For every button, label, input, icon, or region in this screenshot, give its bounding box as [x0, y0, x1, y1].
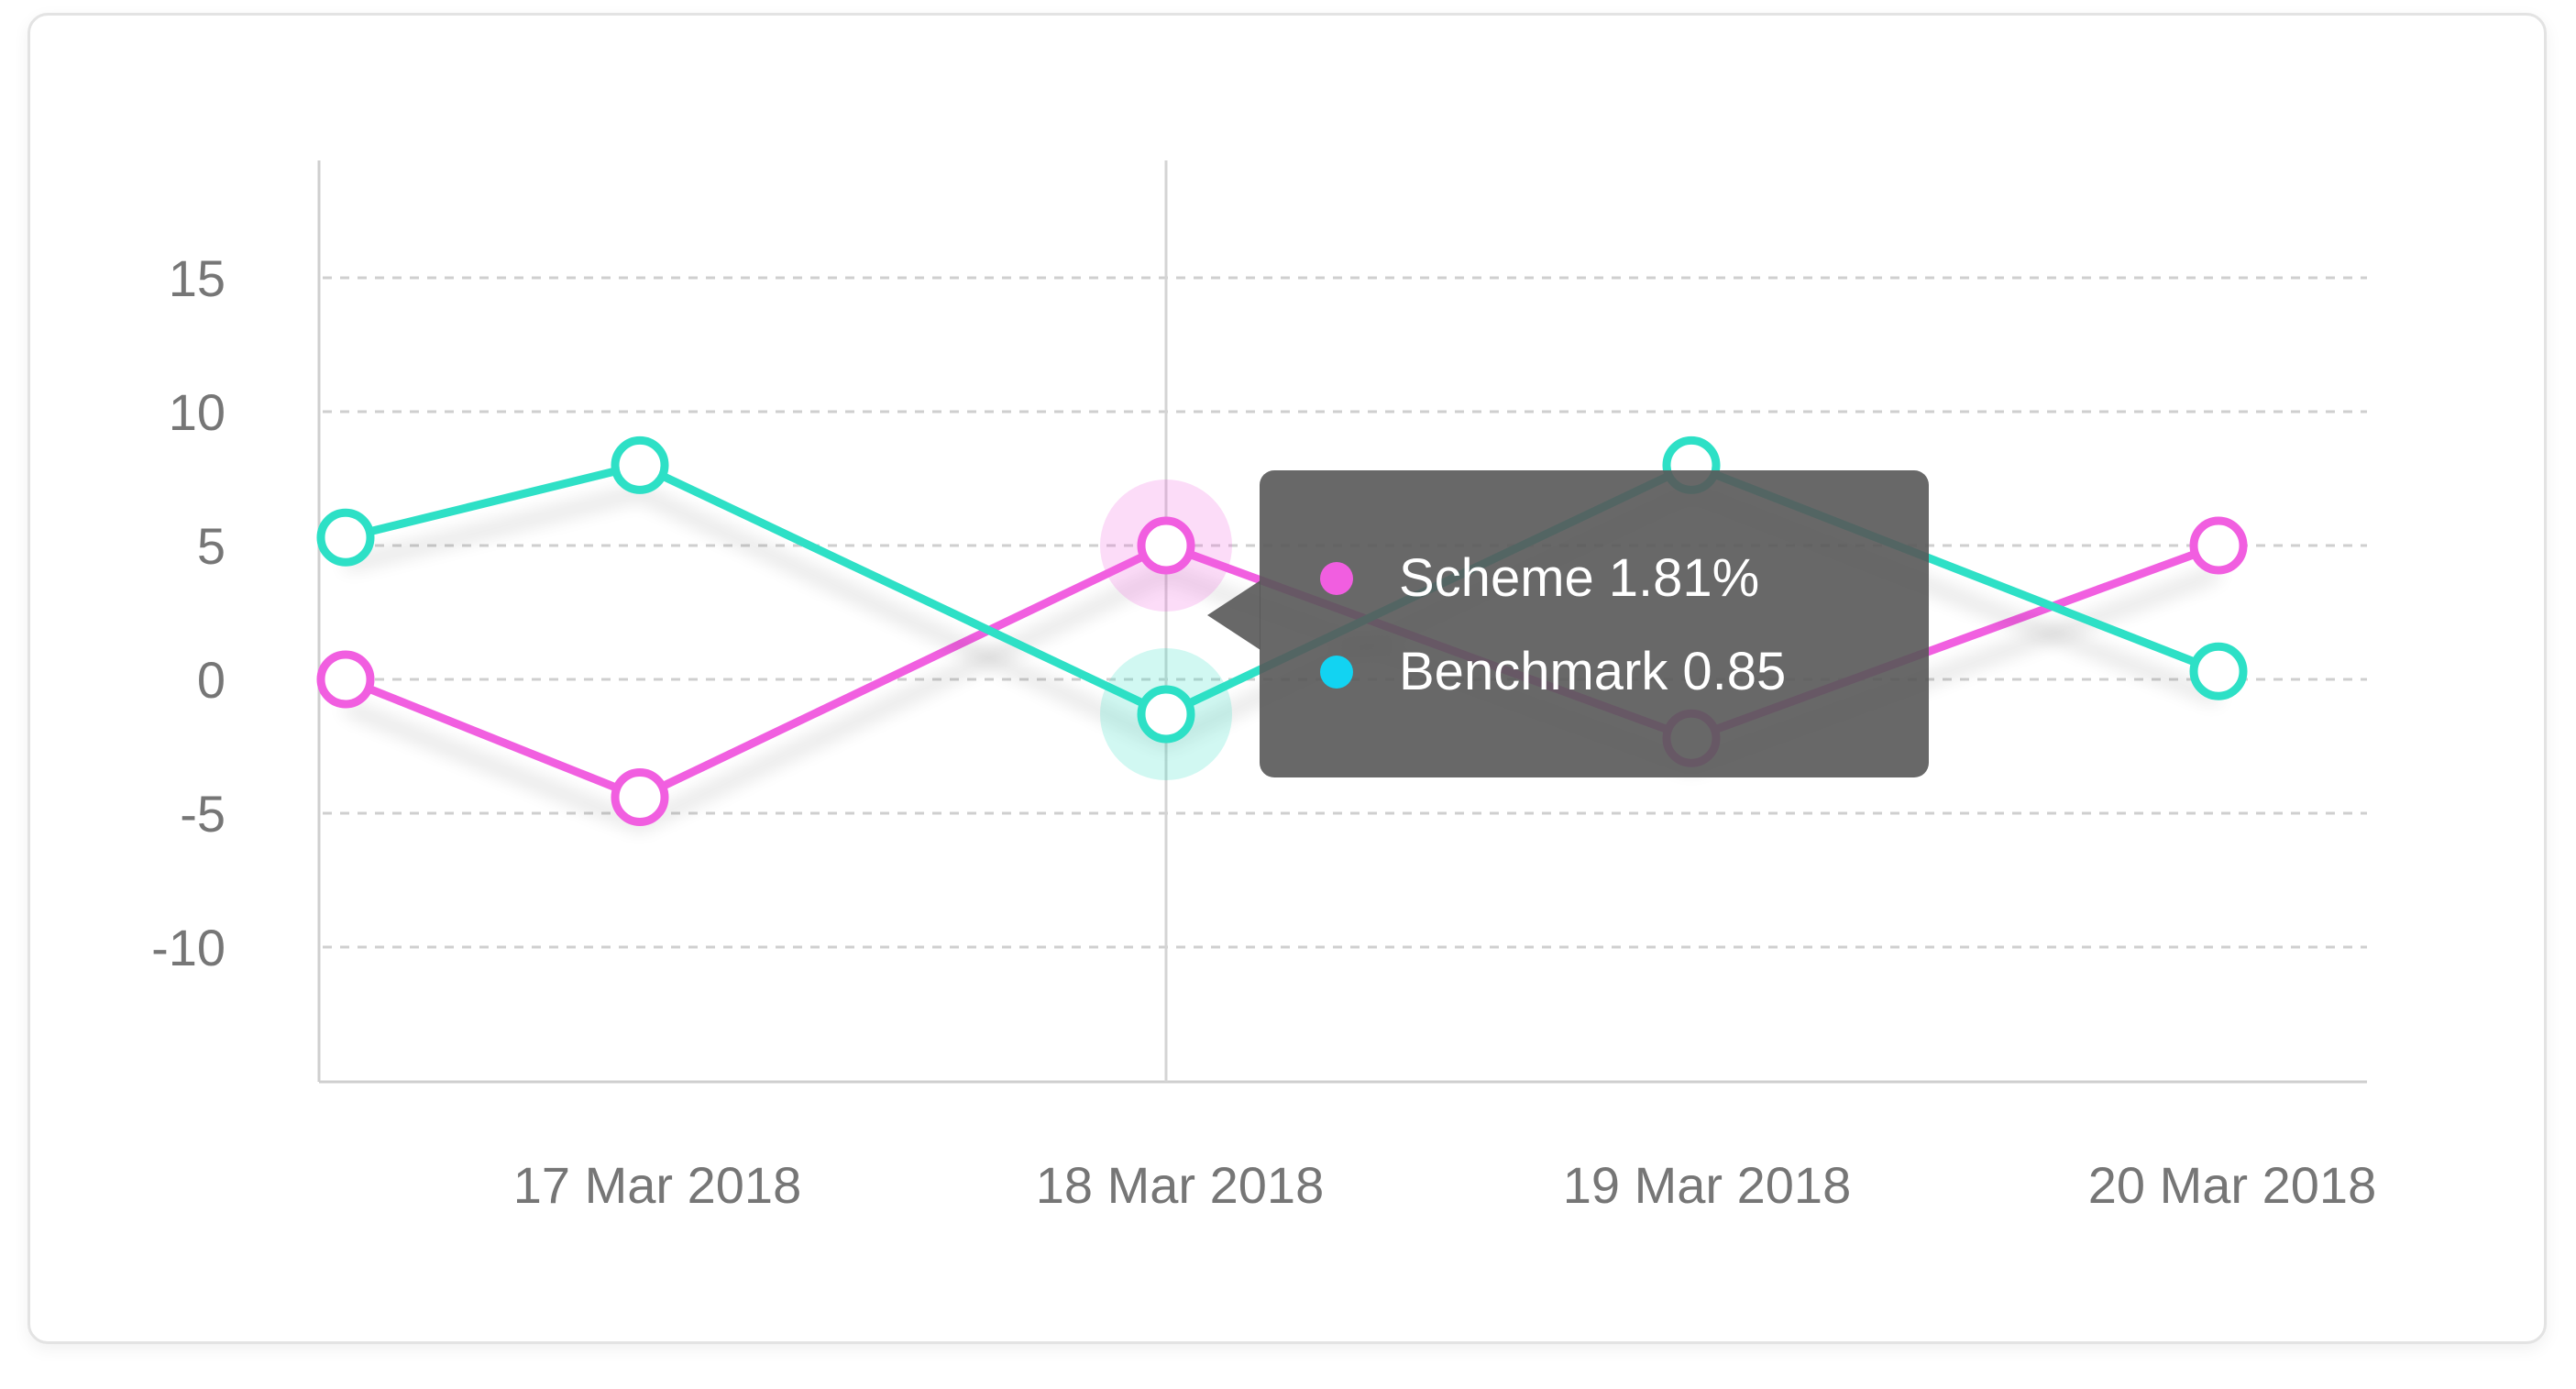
x-axis-ticks: 17 Mar 2018 18 Mar 2018 19 Mar 2018 20 Mar …	[513, 1156, 2376, 1214]
tooltip-scheme-value: 1.81%	[1608, 548, 1760, 608]
tooltip-row-scheme: Scheme 1.81%	[1320, 547, 1774, 609]
axes	[317, 160, 2367, 1084]
y-tick-label: -10	[151, 919, 226, 976]
scheme-point	[2189, 516, 2248, 575]
scheme-point	[316, 650, 375, 709]
benchmark-point	[2189, 642, 2248, 700]
y-tick-label: 5	[197, 517, 226, 575]
x-tick-label: 17 Mar 2018	[513, 1156, 801, 1214]
scheme-legend-dot-icon	[1320, 561, 1353, 595]
tooltip-row-benchmark: Benchmark 0.85	[1320, 641, 1800, 702]
benchmark-legend-dot-icon	[1320, 655, 1353, 689]
y-tick-label: -5	[180, 785, 226, 843]
x-tick-label: 20 Mar 2018	[2088, 1156, 2376, 1214]
scheme-point	[1137, 516, 1195, 575]
scheme-point	[611, 767, 669, 826]
tooltip-pointer	[1207, 580, 1260, 650]
y-tick-label: 0	[197, 651, 226, 709]
tooltip-benchmark-label: Benchmark	[1399, 642, 1668, 701]
tooltip-scheme-label: Scheme	[1399, 548, 1594, 608]
benchmark-point	[316, 508, 375, 567]
x-tick-label: 18 Mar 2018	[1036, 1156, 1324, 1214]
x-tick-label: 19 Mar 2018	[1563, 1156, 1851, 1214]
y-tick-label: 10	[169, 383, 226, 441]
hover-tooltip: Scheme 1.81% Benchmark 0.85	[1207, 470, 1929, 777]
benchmark-point	[611, 435, 669, 494]
y-axis-ticks: 15 10 5 0 -5 -10	[151, 249, 226, 976]
tooltip-benchmark-value: 0.85	[1682, 642, 1787, 701]
y-tick-label: 15	[169, 249, 226, 307]
benchmark-point	[1137, 685, 1195, 744]
